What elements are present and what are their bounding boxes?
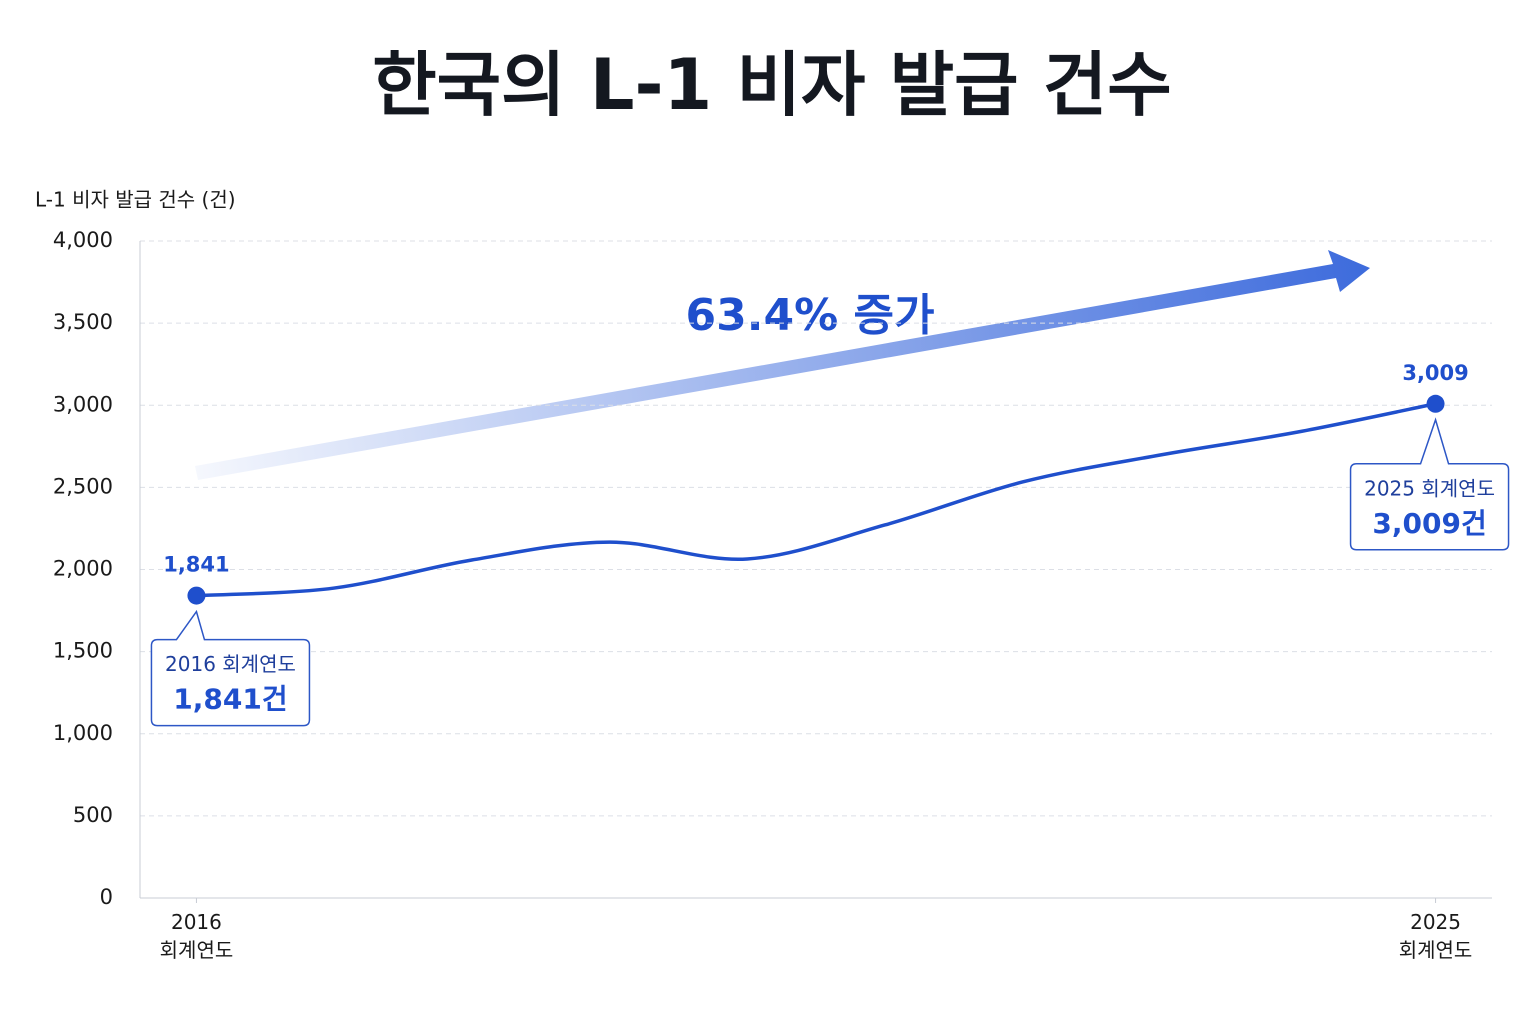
y-tick-label: 3,000 <box>53 392 113 416</box>
point <box>1426 394 1445 413</box>
x-tick-label: 2025 회계연도 <box>1399 910 1473 962</box>
value-label: 1,841 <box>163 553 229 577</box>
callout-period: 2025 회계연도 <box>1364 476 1495 500</box>
y-tick-label: 2,500 <box>53 474 113 498</box>
y-tick-label: 1,000 <box>53 721 113 745</box>
line <box>196 402 1436 598</box>
y-tick-label: 500 <box>73 803 113 827</box>
value-label: 3,009 <box>1402 361 1468 385</box>
chart-title: 한국의 L-1 비자 발급 건수 <box>372 44 1171 126</box>
y-tick-label: 0 <box>100 885 113 909</box>
callout-box <box>1349 417 1510 551</box>
growth-arrow <box>195 250 1370 480</box>
y-axis-label: L-1 비자 발급 건수 (건) <box>35 188 236 212</box>
callout-amount: 3,009건 <box>1372 507 1486 540</box>
y-tick-label: 1,500 <box>53 639 113 663</box>
y-tick-label: 4,000 <box>53 228 113 252</box>
y-tick-label: 2,000 <box>53 557 113 581</box>
callout-period: 2016 회계연도 <box>165 652 296 676</box>
callout-box <box>150 609 311 727</box>
growth-annotation: 63.4% 증가 <box>686 290 935 341</box>
point <box>187 586 206 605</box>
callout-amount: 1,841건 <box>173 683 287 716</box>
x-tick-label: 2016 회계연도 <box>160 910 234 962</box>
y-tick-label: 3,500 <box>53 310 113 334</box>
